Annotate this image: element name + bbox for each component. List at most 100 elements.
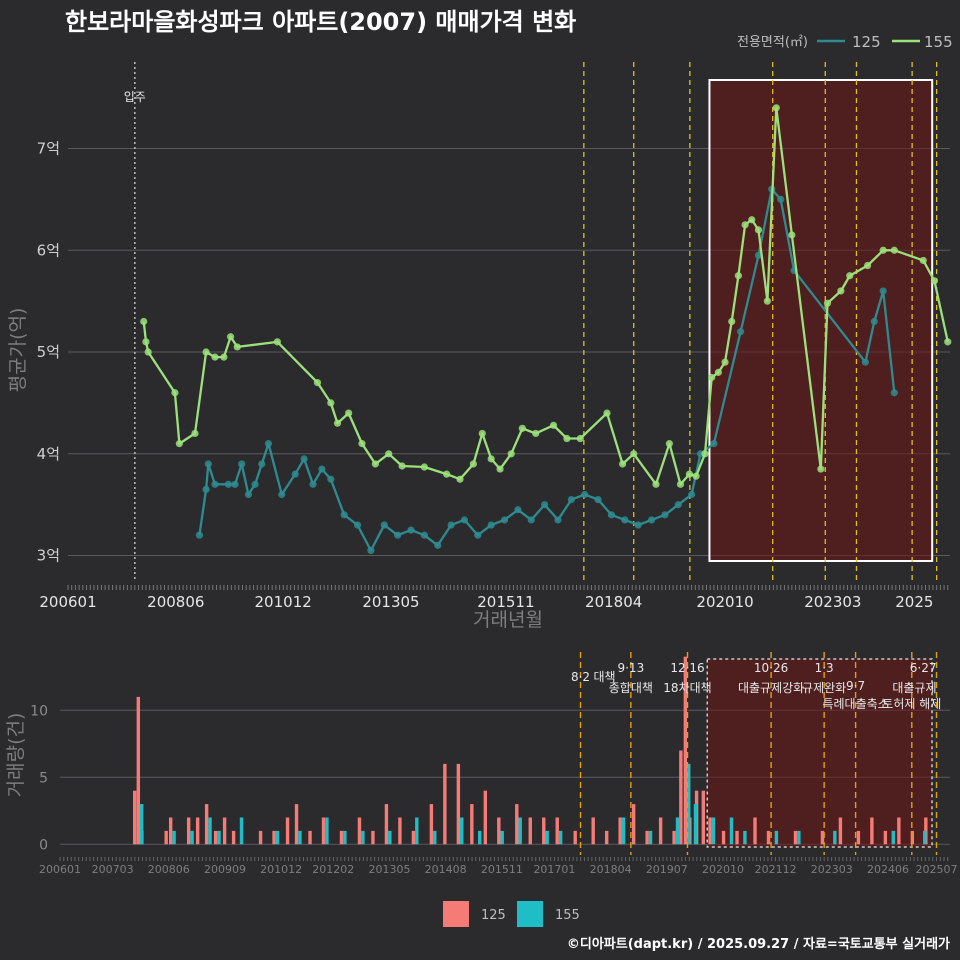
data-point-125 [890,389,898,397]
volume-x-tick-label: 201701 [533,863,575,876]
volume-bar-125 [515,804,519,845]
volume-bar-155 [833,830,837,845]
x-tick-label: 202303 [804,593,861,611]
data-point-125 [594,495,602,504]
volume-bar-125 [136,696,141,845]
volume-bar-125 [542,817,546,845]
volume-bar-125 [793,830,798,845]
data-point-125 [474,531,482,539]
volume-bar-125 [604,830,609,845]
data-point-155 [532,429,540,438]
volume-bar-125 [285,817,290,845]
data-point-125 [460,516,469,524]
data-point-125 [581,490,589,499]
data-point-125 [870,317,878,326]
data-point-155 [202,348,210,356]
event-name-label: 특례대출축소 [822,697,888,711]
volume-bar-125 [258,830,263,845]
event-date-label: 6·27 [910,661,937,675]
data-point-125 [238,460,246,468]
data-point-125 [394,531,402,539]
volume-bar-155 [190,830,194,845]
volume-bar-125 [555,817,559,845]
volume-bar-125 [683,656,688,845]
volume-bar-155 [140,804,144,845]
data-point-125 [607,511,616,519]
data-point-155 [487,455,495,463]
volume-bar-155 [648,830,653,845]
data-point-125 [251,480,259,488]
data-point-155 [676,480,685,488]
volume-bar-155 [325,817,329,845]
x-tick-label: 2025 [895,593,933,611]
volume-bar-125 [470,804,474,845]
data-point-155 [345,409,353,417]
volume-bar-125 [357,817,362,845]
data-point-125 [231,480,239,488]
data-point-155 [919,256,927,265]
volume-bar-125 [856,830,861,845]
data-point-125 [380,521,388,529]
volume-bar-125 [645,830,649,845]
event-name-label: 토허제 해제 [882,697,941,711]
data-point-125 [500,516,509,524]
volume-bar-155 [478,830,482,845]
volume-x-tick-label: 200806 [148,863,190,876]
volume-bar-155 [298,830,302,845]
volume-bar-125 [897,817,901,845]
data-point-155 [846,272,854,280]
data-point-125 [434,541,442,549]
data-point-125 [300,455,308,463]
volume-x-tick-label: 201012 [260,863,302,876]
y-tick-label: 6억 [37,241,60,259]
volume-bar-125 [870,817,874,845]
data-point-155 [763,297,771,305]
data-point-125 [688,490,696,499]
data-point-155 [142,338,150,346]
volume-bar-125 [708,817,712,845]
data-point-155 [944,338,952,346]
volume-x-tick-label: 202112 [755,863,797,876]
volume-x-tick-label: 201804 [590,863,632,876]
x-tick-label: 201305 [362,593,419,611]
data-point-155 [708,373,716,382]
volume-bar-155 [621,817,626,845]
volume-x-tick-label: 202010 [702,863,744,876]
volume-bar-125 [398,817,402,845]
data-point-125 [367,546,375,555]
y-tick-label: 4억 [37,445,60,463]
volume-bar-125 [679,750,683,845]
volume-bar-125 [222,817,227,845]
bottom-legend-label-155: 155 [555,908,580,923]
top-legend: 전용면적(㎡) 125 155 [737,33,953,51]
x-tick-label: 200806 [147,593,204,611]
data-point-125 [527,516,535,524]
y-tick-label: 3억 [37,547,60,565]
volume-bar-155 [415,817,419,845]
move-in-label: 입주 [124,90,146,104]
y-tick-label: 7억 [37,140,60,158]
volume-bar-125 [497,817,501,845]
volume-y-axis-title: 거래량(건) [5,713,27,798]
volume-x-tick-label: 202406 [867,863,909,876]
data-point-155 [327,399,335,407]
data-point-125 [244,490,253,499]
data-point-155 [741,221,749,229]
data-point-125 [318,465,326,473]
x-tick-label: 202010 [696,593,753,611]
data-point-125 [327,475,335,483]
volume-bar-125 [618,817,622,845]
volume-bar-125 [528,817,532,845]
event-date-label: 12·16 [670,661,704,675]
data-point-125 [204,460,212,468]
legend-label-125: 125 [852,33,881,51]
event-name-label: 규제완화 [802,681,846,695]
data-point-155 [772,104,780,112]
data-point-155 [518,424,526,432]
data-point-155 [443,470,451,478]
volume-bar-155 [433,830,437,845]
volume-bar-125 [701,790,706,845]
volume-bar-155 [675,817,680,845]
data-point-155 [385,450,393,458]
